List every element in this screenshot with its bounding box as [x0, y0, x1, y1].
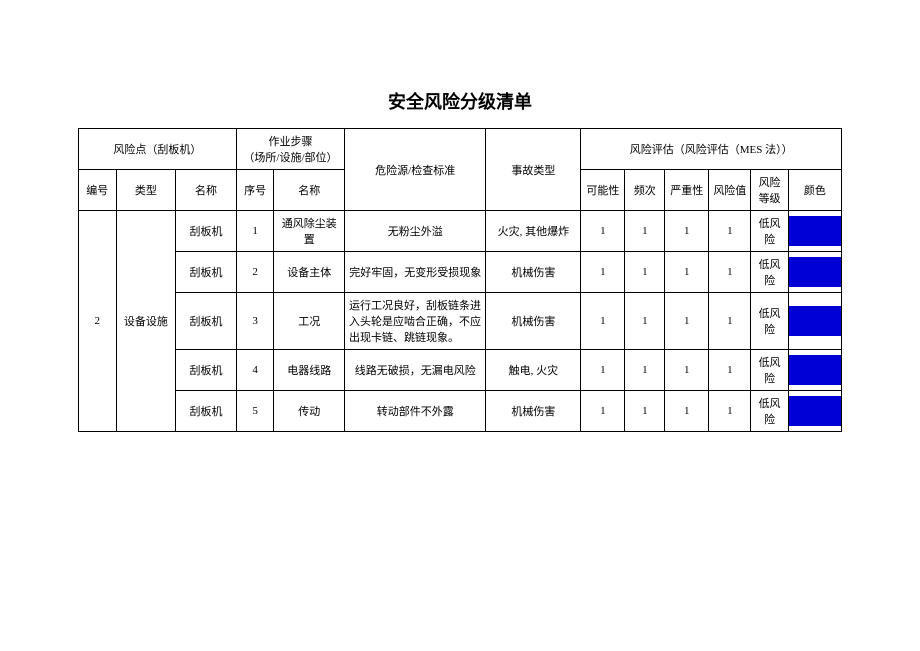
color-swatch	[789, 216, 841, 246]
header-step-group: 作业步骤 （场所/设施/部位）	[236, 129, 344, 170]
header-eval-group: 风险评估（风险评估（MES 法））	[581, 129, 842, 170]
header-severity: 严重性	[665, 170, 709, 211]
cell-color	[788, 391, 841, 432]
cell-color	[788, 350, 841, 391]
cell-name: 刮板机	[176, 350, 237, 391]
cell-type: 设备设施	[116, 211, 176, 432]
cell-frequency: 1	[625, 293, 665, 350]
cell-id: 2	[79, 211, 117, 432]
cell-source-std: 运行工况良好，刮板链条进入头轮是应啮合正确，不应出现卡链、跳链现象。	[345, 293, 486, 350]
cell-risk-value: 1	[709, 391, 751, 432]
cell-risk-value: 1	[709, 211, 751, 252]
cell-step-name: 设备主体	[274, 252, 345, 293]
header-id: 编号	[79, 170, 117, 211]
table-row: 刮板机 5 传动 转动部件不外露 机械伤害 1 1 1 1 低风险	[79, 391, 842, 432]
header-step-name: 名称	[274, 170, 345, 211]
cell-risk-value: 1	[709, 252, 751, 293]
cell-seq: 4	[236, 350, 274, 391]
cell-severity: 1	[665, 350, 709, 391]
cell-risk-level: 低风险	[751, 293, 789, 350]
cell-risk-level: 低风险	[751, 211, 789, 252]
header-possibility: 可能性	[581, 170, 625, 211]
cell-severity: 1	[665, 391, 709, 432]
color-swatch	[789, 355, 841, 385]
color-swatch	[789, 257, 841, 287]
cell-source-std: 线路无破损，无漏电风险	[345, 350, 486, 391]
cell-frequency: 1	[625, 391, 665, 432]
cell-step-name: 工况	[274, 293, 345, 350]
cell-accident-type: 机械伤害	[486, 252, 581, 293]
cell-step-name: 传动	[274, 391, 345, 432]
cell-color	[788, 211, 841, 252]
cell-accident-type: 触电, 火灾	[486, 350, 581, 391]
cell-severity: 1	[665, 293, 709, 350]
cell-risk-value: 1	[709, 293, 751, 350]
document-page: 安全风险分级清单 风险点（刮板机） 作业步骤 （场所/设施/部位） 危险源/检查…	[0, 0, 920, 432]
table-body: 2 设备设施 刮板机 1 通风除尘装置 无粉尘外溢 火灾, 其他爆炸 1 1 1…	[79, 211, 842, 432]
table-row: 刮板机 4 电器线路 线路无破损，无漏电风险 触电, 火灾 1 1 1 1 低风…	[79, 350, 842, 391]
cell-seq: 2	[236, 252, 274, 293]
header-name: 名称	[176, 170, 237, 211]
header-risk-value: 风险值	[709, 170, 751, 211]
cell-source-std: 无粉尘外溢	[345, 211, 486, 252]
table-row: 2 设备设施 刮板机 1 通风除尘装置 无粉尘外溢 火灾, 其他爆炸 1 1 1…	[79, 211, 842, 252]
color-swatch	[789, 306, 841, 336]
cell-possibility: 1	[581, 350, 625, 391]
cell-frequency: 1	[625, 350, 665, 391]
cell-accident-type: 机械伤害	[486, 293, 581, 350]
cell-accident-type: 火灾, 其他爆炸	[486, 211, 581, 252]
cell-seq: 3	[236, 293, 274, 350]
cell-frequency: 1	[625, 252, 665, 293]
cell-color	[788, 293, 841, 350]
cell-severity: 1	[665, 252, 709, 293]
header-seq: 序号	[236, 170, 274, 211]
cell-accident-type: 机械伤害	[486, 391, 581, 432]
table-header: 风险点（刮板机） 作业步骤 （场所/设施/部位） 危险源/检查标准 事故类型 风…	[79, 129, 842, 211]
cell-name: 刮板机	[176, 391, 237, 432]
page-title: 安全风险分级清单	[78, 88, 842, 114]
cell-risk-level: 低风险	[751, 391, 789, 432]
cell-possibility: 1	[581, 252, 625, 293]
header-type: 类型	[116, 170, 176, 211]
cell-possibility: 1	[581, 293, 625, 350]
cell-risk-value: 1	[709, 350, 751, 391]
color-swatch	[789, 396, 841, 426]
cell-possibility: 1	[581, 211, 625, 252]
cell-color	[788, 252, 841, 293]
header-accident-type: 事故类型	[486, 129, 581, 211]
table-row: 刮板机 2 设备主体 完好牢固，无变形受损现象 机械伤害 1 1 1 1 低风险	[79, 252, 842, 293]
cell-source-std: 完好牢固，无变形受损现象	[345, 252, 486, 293]
header-frequency: 频次	[625, 170, 665, 211]
cell-step-name: 通风除尘装置	[274, 211, 345, 252]
cell-frequency: 1	[625, 211, 665, 252]
cell-seq: 5	[236, 391, 274, 432]
cell-severity: 1	[665, 211, 709, 252]
cell-name: 刮板机	[176, 252, 237, 293]
header-risk-point-group: 风险点（刮板机）	[79, 129, 237, 170]
cell-name: 刮板机	[176, 293, 237, 350]
header-row-1: 风险点（刮板机） 作业步骤 （场所/设施/部位） 危险源/检查标准 事故类型 风…	[79, 129, 842, 170]
header-risk-level: 风险 等级	[751, 170, 789, 211]
header-color: 颜色	[788, 170, 841, 211]
cell-step-name: 电器线路	[274, 350, 345, 391]
risk-table: 风险点（刮板机） 作业步骤 （场所/设施/部位） 危险源/检查标准 事故类型 风…	[78, 128, 842, 432]
cell-possibility: 1	[581, 391, 625, 432]
header-source-std: 危险源/检查标准	[345, 129, 486, 211]
cell-seq: 1	[236, 211, 274, 252]
cell-name: 刮板机	[176, 211, 237, 252]
cell-source-std: 转动部件不外露	[345, 391, 486, 432]
table-row: 刮板机 3 工况 运行工况良好，刮板链条进入头轮是应啮合正确，不应出现卡链、跳链…	[79, 293, 842, 350]
cell-risk-level: 低风险	[751, 252, 789, 293]
cell-risk-level: 低风险	[751, 350, 789, 391]
